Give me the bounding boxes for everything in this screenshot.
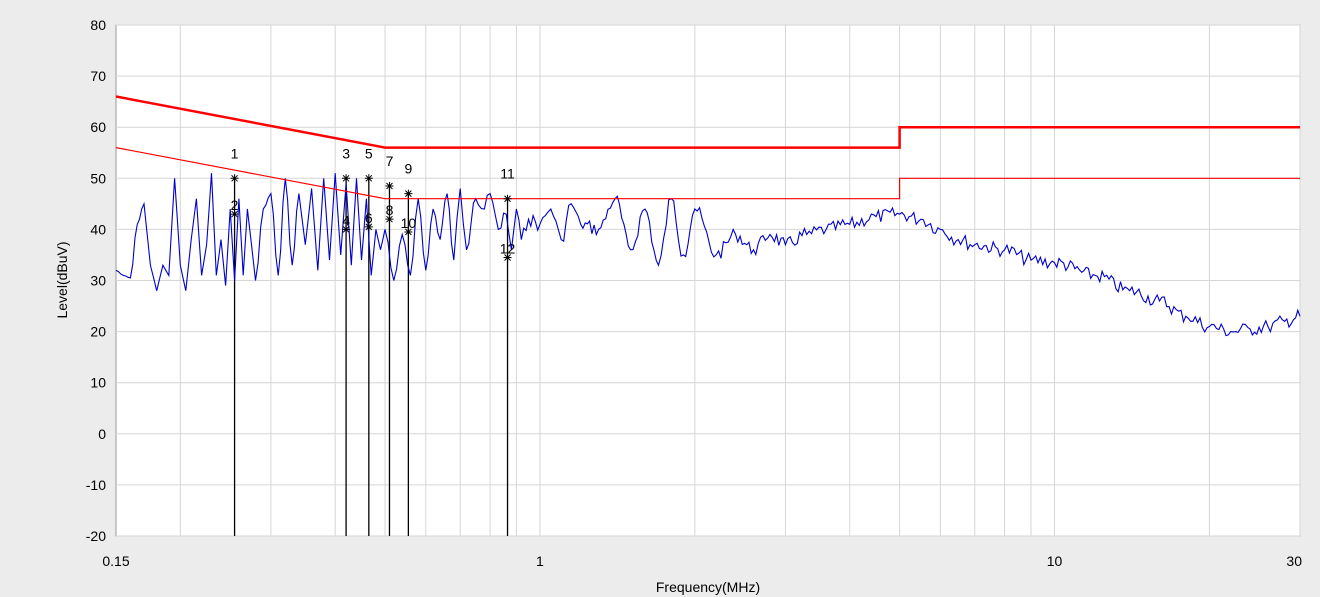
y-tick-label: -10: [86, 477, 106, 493]
marker-label: 9: [404, 161, 412, 177]
marker-symbol: [503, 253, 512, 262]
limit-line: [115, 95, 1300, 149]
y-tick-label: 80: [90, 17, 106, 33]
y-tick-label: 40: [90, 221, 106, 237]
marker-symbol: [230, 210, 239, 219]
x-tick-label: 0.15: [102, 553, 129, 569]
limit-lines: [115, 95, 1300, 200]
marker-label: 4: [342, 212, 350, 228]
y-tick-label: 10: [90, 375, 106, 391]
y-tick-label: 20: [90, 324, 106, 340]
marker-lines: [233, 178, 509, 536]
spectrum-trace: [115, 173, 1301, 337]
marker-symbol: [404, 189, 413, 198]
y-tick-label: 70: [90, 68, 106, 84]
marker-symbol: [342, 174, 351, 183]
marker-label: 1: [231, 145, 239, 161]
series-layer: [115, 173, 1301, 337]
y-tick-label: 0: [98, 426, 106, 442]
marker-symbol: [385, 215, 394, 224]
marker-label: 10: [401, 215, 417, 231]
marker-label: 3: [342, 145, 350, 161]
marker-label: 12: [500, 241, 516, 257]
x-tick-label: 1: [536, 553, 544, 569]
marker-label: 11: [500, 166, 515, 182]
marker-label: 8: [386, 202, 394, 218]
marker-symbol: [404, 227, 413, 236]
marker-symbol: [364, 222, 373, 231]
x-tick-label: 30: [1286, 553, 1302, 569]
y-tick-label: 30: [90, 273, 106, 289]
marker-label: 7: [386, 153, 394, 169]
y-tick-label: -20: [86, 528, 106, 544]
marker-symbol: [503, 194, 512, 203]
y-axis-title: Level(dBuV): [54, 241, 70, 318]
y-axis-ticks: 80 70 60 50 40 30 20 10 0 -10 -20: [86, 17, 106, 544]
y-tick-label: 50: [90, 170, 106, 186]
x-axis-title: Frequency(MHz): [656, 579, 760, 595]
marker-symbol: [230, 174, 239, 183]
marker-symbol: [385, 181, 394, 190]
y-tick-label: 60: [90, 119, 106, 135]
marker-label: 6: [365, 210, 373, 226]
marker-label: 2: [231, 197, 239, 213]
limit-line: [115, 147, 1300, 200]
x-tick-label: 10: [1047, 553, 1063, 569]
marker-label: 5: [365, 145, 373, 161]
grid: [116, 24, 1301, 537]
marker-symbol: [364, 174, 373, 183]
x-axis-ticks: 0.15 1 10 30: [102, 553, 1302, 569]
marker-symbol: [342, 225, 351, 234]
